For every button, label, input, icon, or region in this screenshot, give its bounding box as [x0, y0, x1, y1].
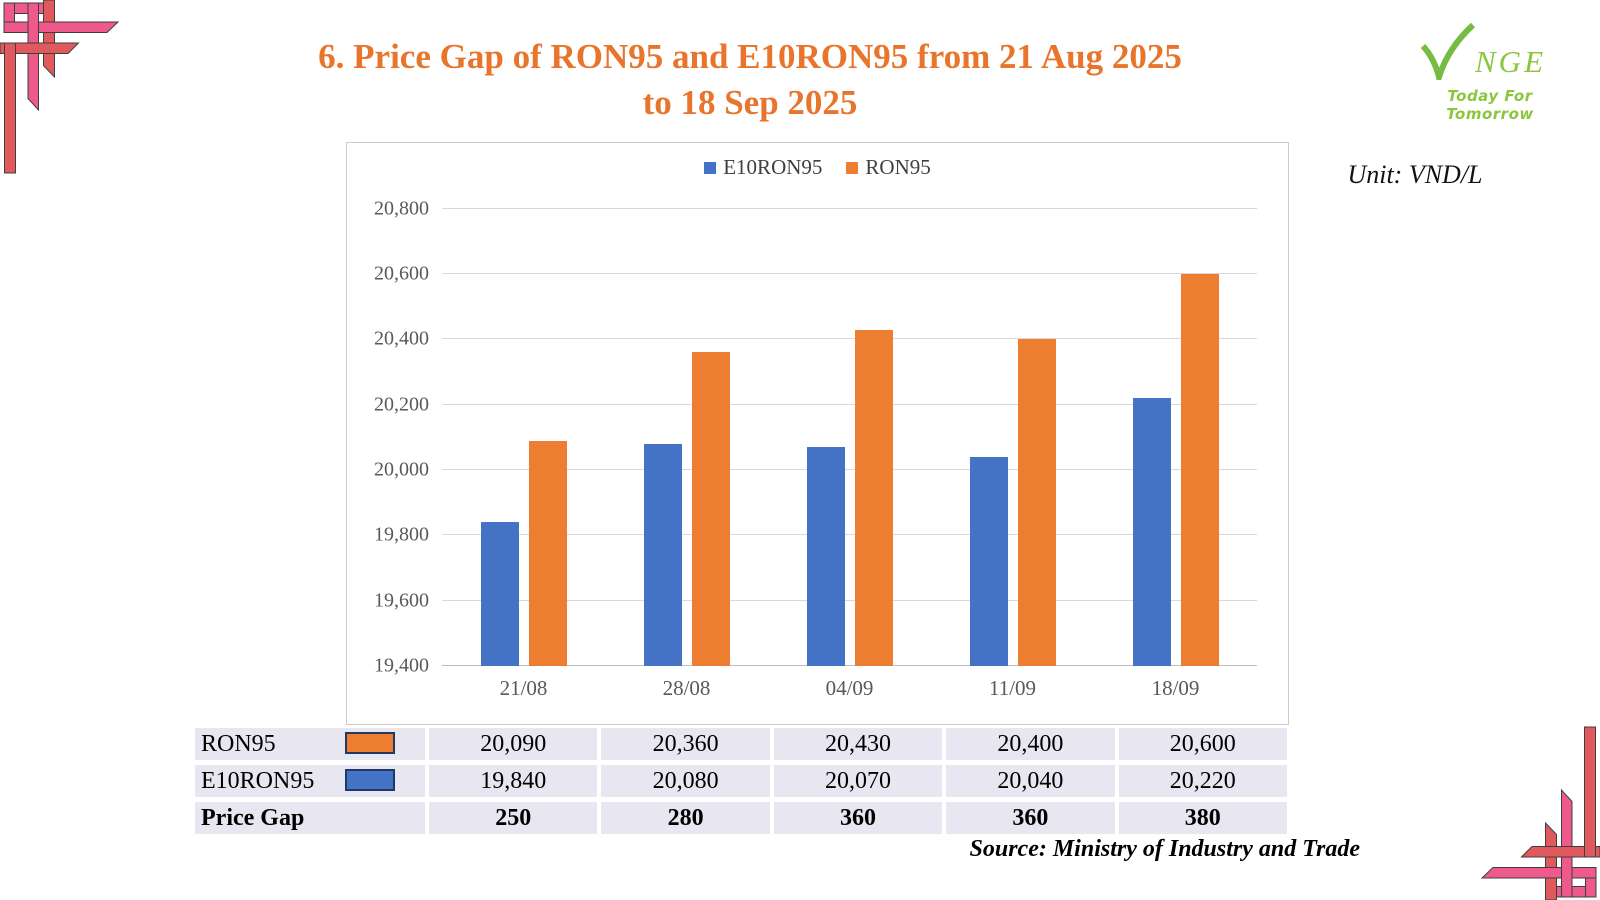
- table-cell-Price Gap-04/09: 360: [773, 802, 943, 834]
- vnge-logo-icon: NGE: [1420, 22, 1546, 88]
- legend-swatch-E10RON95: [704, 161, 717, 174]
- table-swatch-E10RON95: [345, 769, 395, 791]
- plot-area: 21/08 28/08 04/09 11/09 18/09: [442, 176, 1257, 700]
- corner-ornament-top-left: [0, 0, 119, 174]
- y-axis-label: 19,800: [374, 523, 429, 546]
- y-axis-label: 20,800: [374, 197, 429, 220]
- table-row-label-RON95: RON95: [195, 728, 425, 760]
- price-gap-chart: E10RON95 RON95 19,400 19,600 19,800 20,000 20…: [346, 142, 1289, 725]
- y-axis-label: 19,600: [374, 589, 429, 612]
- table-cell-E10RON95-11/09: 20,040: [946, 765, 1115, 797]
- y-axis-label: 19,400: [374, 654, 429, 677]
- gridline-20000: [442, 469, 1257, 470]
- bar-RON95-11/09: [1017, 339, 1056, 666]
- bar-E10RON95-21/08: [480, 522, 519, 666]
- vnge-logo-letters: NGE: [1474, 44, 1546, 79]
- legend-label: E10RON95: [723, 155, 823, 179]
- y-axis-labels: 19,400 19,600 19,800 20,000 20,200 20,400 20,6…: [353, 176, 429, 676]
- x-axis-label: 18/09: [1151, 676, 1200, 700]
- bar-group-28/08: [605, 176, 768, 666]
- logo-tagline: Today For Tomorrow: [1446, 87, 1534, 123]
- page-title-line2: to 18 Sep 2025: [642, 83, 858, 122]
- bar-RON95-21/08: [528, 440, 567, 666]
- table-cell-Price Gap-28/08: 280: [601, 802, 770, 834]
- bar-RON95-18/09: [1180, 274, 1219, 666]
- table-cell-RON95-04/09: 20,430: [773, 728, 943, 760]
- bar-group-18/09: [1094, 176, 1257, 666]
- legend-item-RON95: RON95: [846, 155, 931, 180]
- bar-group-21/08: [442, 176, 605, 666]
- table-cell-E10RON95-18/09: 20,220: [1118, 765, 1287, 797]
- table-swatch-RON95: [345, 732, 395, 754]
- bar-RON95-04/09: [854, 329, 893, 666]
- bar-E10RON95-11/09: [969, 456, 1008, 666]
- y-axis-label: 20,400: [374, 327, 429, 350]
- table-cell-Price Gap-11/09: 360: [946, 802, 1115, 834]
- gridline-20400: [442, 338, 1257, 340]
- table-cell-Price Gap-21/08: 250: [429, 802, 598, 834]
- bar-group-11/09: [931, 176, 1094, 666]
- gridline-20800: [442, 207, 1257, 209]
- gridline-20200: [442, 403, 1257, 405]
- table-cell-E10RON95-04/09: 20,070: [773, 765, 943, 797]
- legend-item-E10RON95: E10RON95: [704, 155, 822, 180]
- legend-swatch-RON95: [846, 161, 859, 174]
- bar-E10RON95-18/09: [1132, 398, 1171, 666]
- gridline-19400: [442, 665, 1257, 666]
- unit-label: Unit: VND/L: [1347, 160, 1483, 189]
- table-cell-E10RON95-28/08: 20,080: [601, 765, 770, 797]
- table-row-label-text: E10RON95: [201, 767, 315, 794]
- bar-E10RON95-04/09: [806, 447, 845, 666]
- bar-RON95-28/08: [691, 352, 730, 666]
- chart-legend: E10RON95 RON95: [347, 155, 1288, 180]
- source-note: Source: Ministry of Industry and Trade: [969, 836, 1361, 862]
- table-cell-Price Gap-18/09: 380: [1118, 802, 1287, 834]
- table-row-label-Price Gap: Price Gap: [195, 802, 425, 834]
- gridline-19800: [442, 534, 1257, 536]
- gridline-20600: [442, 273, 1257, 274]
- bar-group-04/09: [768, 176, 931, 666]
- y-axis-label: 20,200: [374, 393, 429, 416]
- data-table: RON95 20,090 20,360 20,430 20,400 20,600 E10RO…: [195, 728, 1287, 834]
- table-row-label-E10RON95: E10RON95: [195, 765, 425, 797]
- page-title: 6. Price Gap of RON95 and E10RON95 from …: [180, 34, 1320, 126]
- gridline-19600: [442, 599, 1257, 601]
- y-axis-label: 20,000: [374, 458, 429, 481]
- legend-label: RON95: [865, 155, 931, 179]
- table-cell-RON95-11/09: 20,400: [946, 728, 1115, 760]
- table-row-label-text: Price Gap: [201, 804, 305, 831]
- table-cell-RON95-28/08: 20,360: [601, 728, 770, 760]
- x-axis-label: 21/08: [499, 676, 548, 700]
- y-axis-label: 20,600: [374, 262, 429, 285]
- bar-E10RON95-28/08: [643, 443, 682, 666]
- page-title-line1: 6. Price Gap of RON95 and E10RON95 from …: [318, 37, 1182, 76]
- vnge-logo: NGE Today For Tomorrow: [1405, 22, 1575, 123]
- table-cell-RON95-21/08: 20,090: [429, 728, 598, 760]
- x-axis-label: 28/08: [662, 676, 711, 700]
- table-cell-E10RON95-21/08: 19,840: [429, 765, 598, 797]
- x-axis-label: 11/09: [988, 676, 1037, 700]
- table-row-label-text: RON95: [201, 730, 276, 757]
- x-axis-label: 04/09: [825, 676, 874, 700]
- table-cell-RON95-18/09: 20,600: [1118, 728, 1287, 760]
- corner-ornament-bottom-right: [1481, 726, 1600, 900]
